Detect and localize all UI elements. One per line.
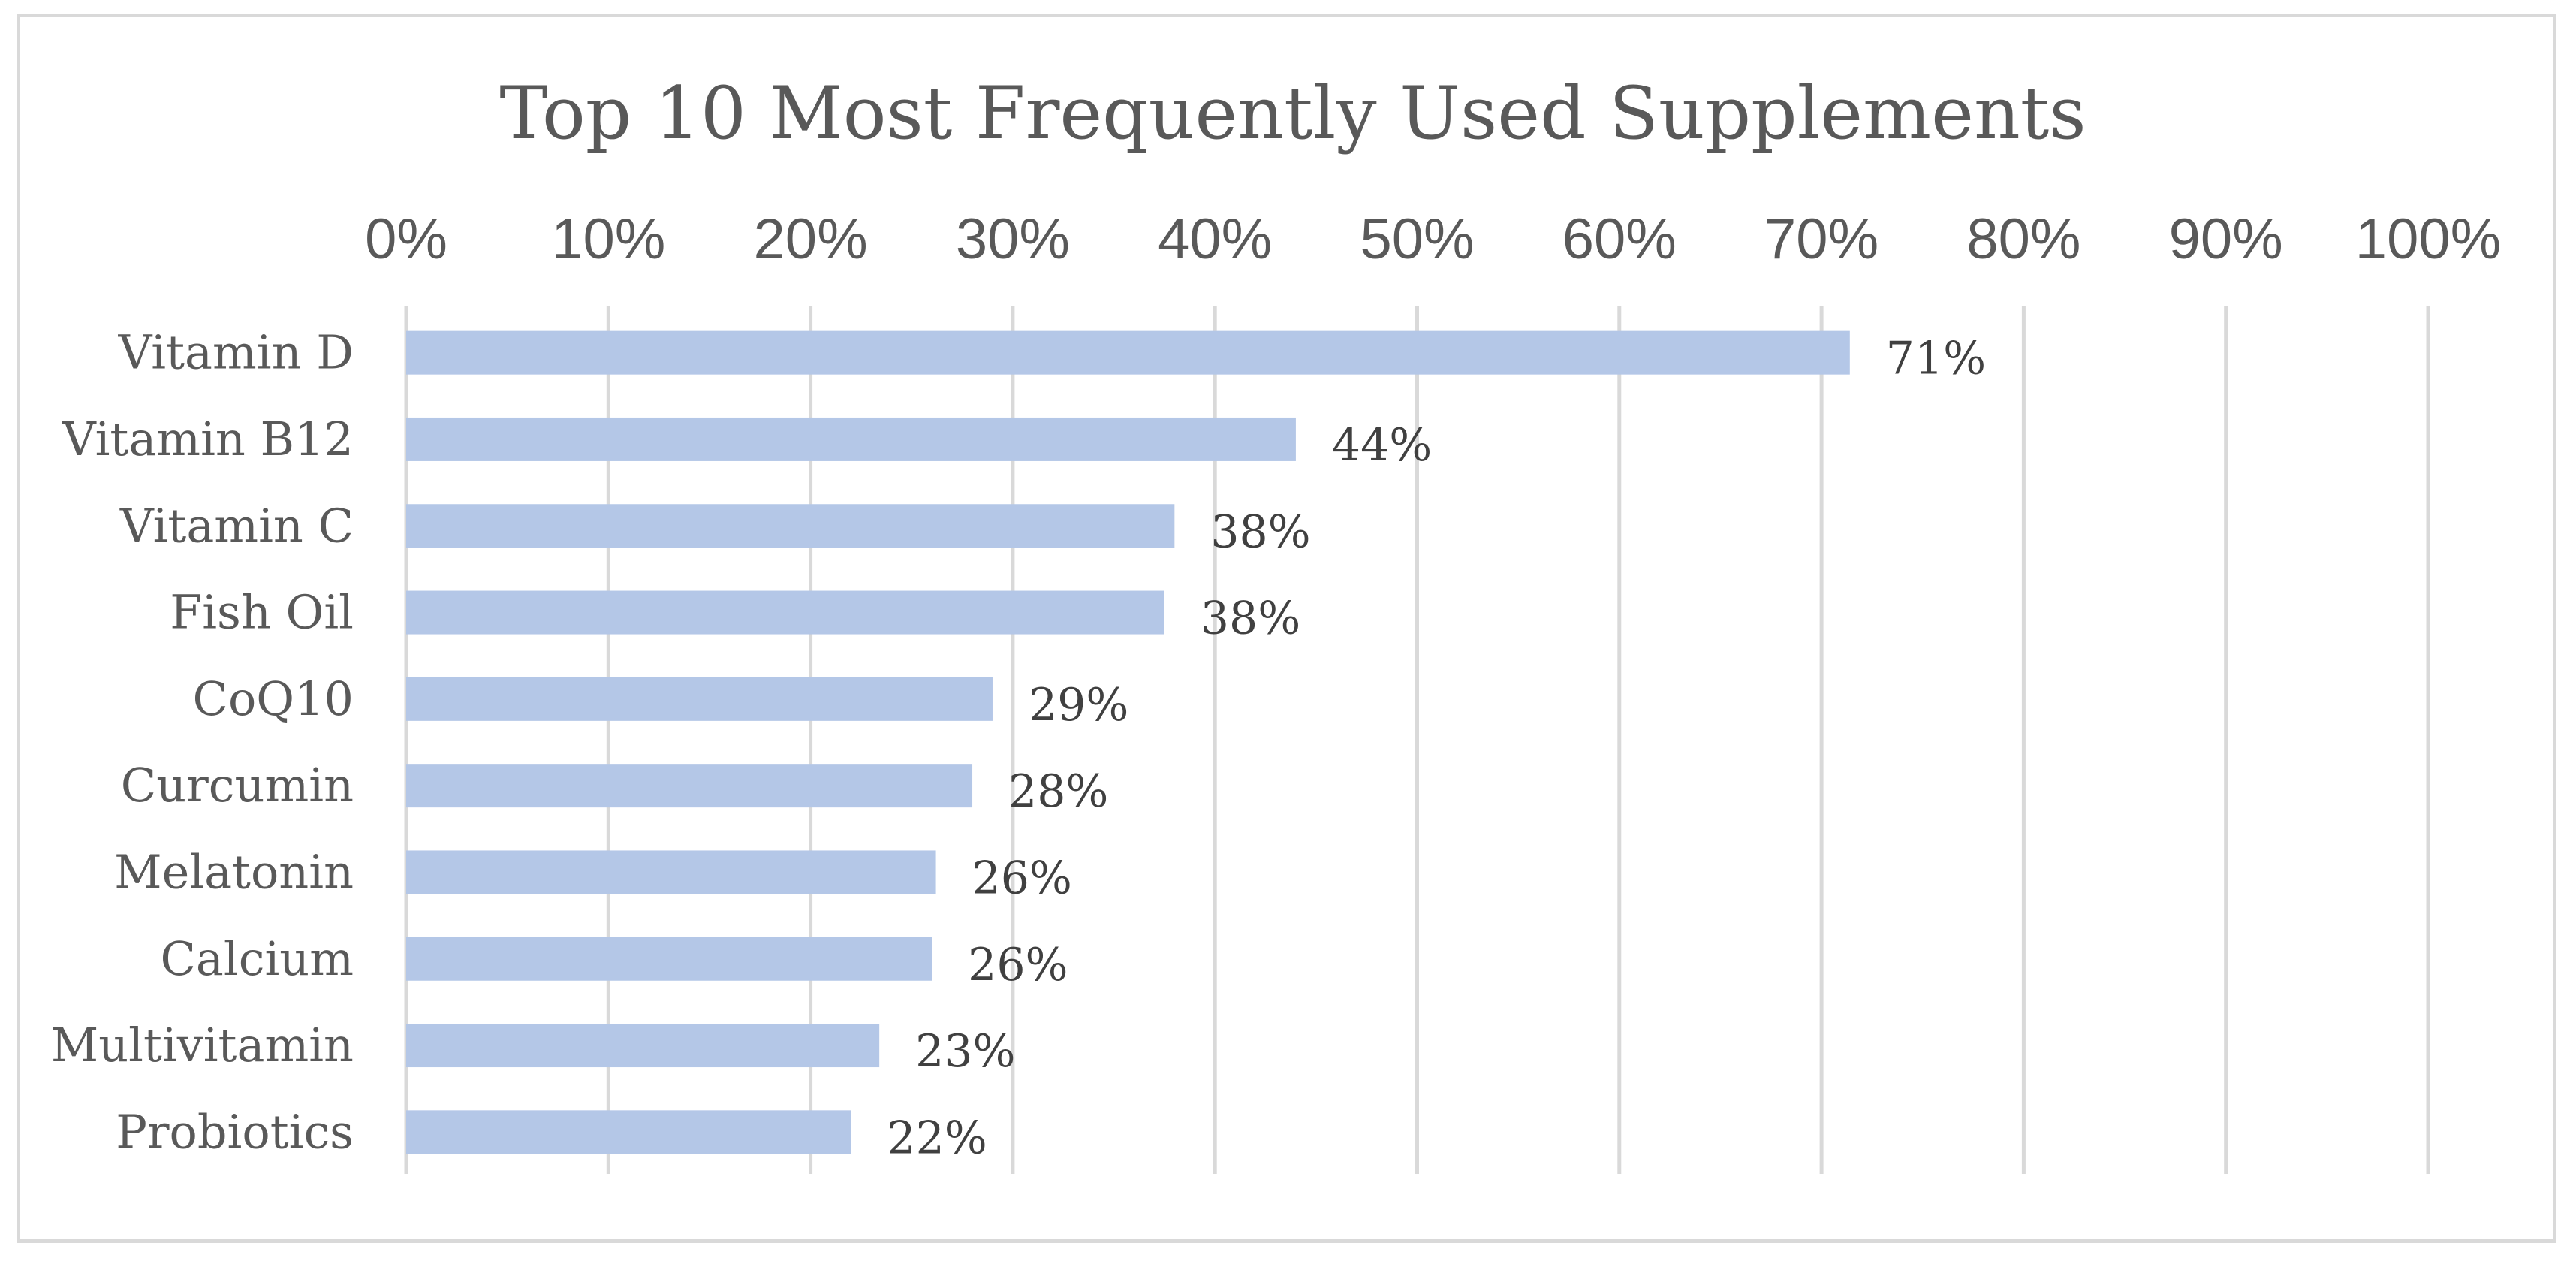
category-label: CoQ10 [193,671,354,726]
data-label: 23% [915,1025,1015,1078]
data-label: 29% [1029,679,1128,732]
category-label: Curcumin [121,758,354,813]
category-label: Vitamin D [118,325,354,380]
x-tick-label: 30% [956,207,1070,271]
bar [406,1024,880,1068]
x-axis-tick-labels: 0% 10% 20% 30% 40% 50% 60% 70% 80% 90% 100% [365,207,2501,271]
bar [406,504,1175,548]
category-label: Probiotics [116,1104,354,1159]
x-tick-label: 10% [551,207,665,271]
bar [406,590,1164,635]
x-tick-label: 40% [1158,207,1272,271]
bars [406,330,1850,1154]
x-tick-label: 60% [1562,207,1677,271]
category-label: Fish Oil [170,585,354,640]
x-tick-label: 90% [2169,207,2283,271]
bar [406,764,973,808]
data-label: 22% [887,1112,987,1164]
category-label: Vitamin C [119,498,354,553]
bar [406,417,1296,461]
x-tick-label: 80% [1966,207,2080,271]
x-tick-label: 100% [2355,207,2501,271]
bar [406,330,1850,375]
chart-title: Top 10 Most Frequently Used Supplements [499,71,2086,155]
data-label: 44% [1332,419,1432,472]
data-label: 71% [1886,333,1986,385]
x-tick-label: 70% [1764,207,1879,271]
category-label: Melatonin [114,844,354,899]
bar [406,937,932,981]
x-tick-label: 50% [1360,207,1474,271]
category-labels: Vitamin D Vitamin B12 Vitamin C Fish Oil CoQ… [51,325,354,1160]
bar [406,850,936,894]
data-label: 38% [1210,505,1310,558]
data-label: 26% [968,939,1068,991]
x-tick-label: 0% [365,207,447,271]
category-label: Calcium [160,931,354,986]
category-label: Multivitamin [51,1018,354,1072]
bar [406,677,993,721]
category-label: Vitamin B12 [62,412,354,466]
bar [406,1110,851,1154]
x-tick-label: 20% [754,207,868,271]
data-label: 28% [1008,765,1108,818]
data-label: 26% [972,852,1072,904]
data-label: 38% [1201,593,1300,645]
data-labels: 71% 44% 38% 38% 29% 28% 26% 26% 23% 22% [887,333,1986,1165]
